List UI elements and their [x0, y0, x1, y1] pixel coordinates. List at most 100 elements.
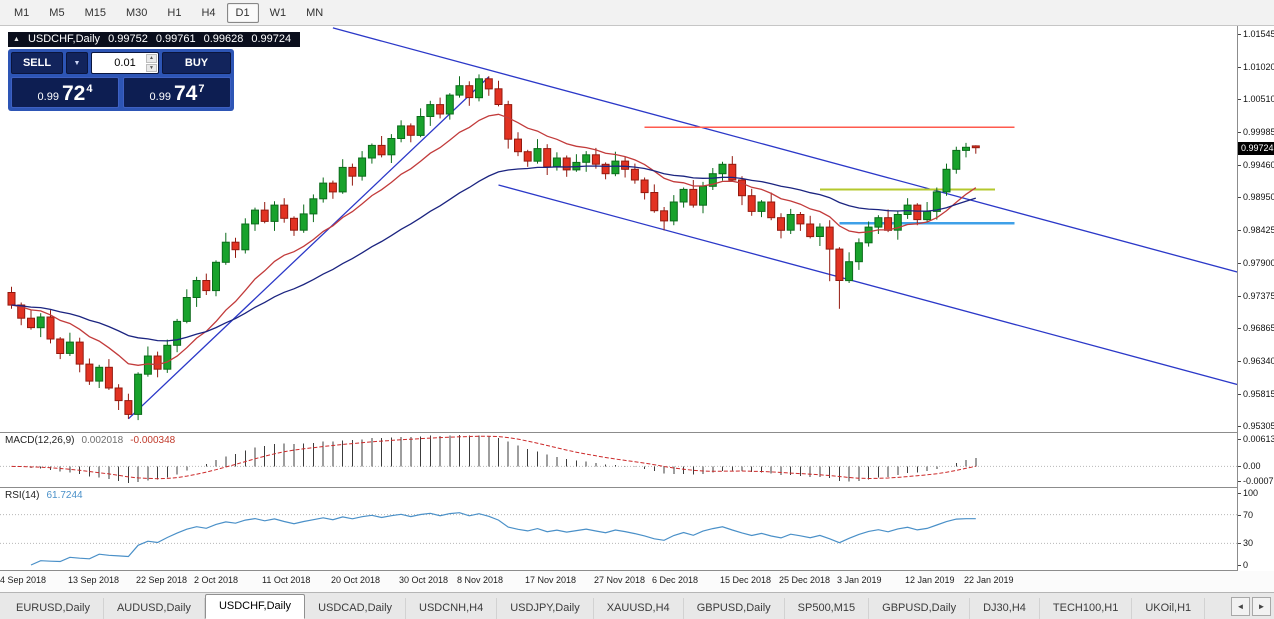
macd-label: MACD(12,26,9) 0.002018 -0.000348 — [5, 435, 175, 446]
order-type-dropdown[interactable]: ▼ — [66, 52, 88, 74]
macd-main-value: 0.002018 — [81, 435, 124, 446]
axis-tick — [1238, 67, 1241, 68]
sell-price-main: 72 — [61, 82, 86, 105]
price-axis-label: 1.01545 — [1243, 29, 1274, 39]
tab-dj30-h4[interactable]: DJ30,H4 — [970, 598, 1040, 619]
scroll-left-button[interactable]: ◄ — [1231, 597, 1250, 616]
buy-price-main: 74 — [173, 82, 198, 105]
timeframe-button-m5[interactable]: M5 — [49, 6, 65, 19]
trade-controls-row: SELL ▼ ▲ ▼ BUY — [11, 52, 231, 74]
current-price-tag: 0.99724 — [1238, 142, 1274, 155]
tab-ukoil-h1[interactable]: UKOil,H1 — [1132, 598, 1206, 619]
macd-axis-label: 0.006137 — [1243, 434, 1274, 444]
price-axis-label: 0.96340 — [1243, 356, 1274, 366]
chart-tab-bar: EURUSD,Daily AUDUSD,Daily USDCHF,Daily USDC… — [0, 592, 1274, 619]
axis-tick — [1238, 34, 1241, 35]
timeframe-button-m1[interactable]: M1 — [14, 6, 30, 19]
price-axis-label: 0.98950 — [1243, 192, 1274, 202]
tab-usdcnh-h4[interactable]: USDCNH,H4 — [406, 598, 498, 619]
price-axis-label: 1.01020 — [1243, 62, 1274, 72]
rsi-axis-label: 100 — [1243, 488, 1259, 498]
axis-tick — [1238, 493, 1241, 494]
candles — [7, 74, 980, 421]
time-axis-label: 30 Oct 2018 — [399, 575, 449, 585]
sell-price-prefix: 0.99 — [37, 91, 59, 103]
axis-tick — [1238, 263, 1241, 264]
one-click-trading-panel: SELL ▼ ▲ ▼ BUY 0.99 72 4 0.9 — [8, 49, 234, 111]
time-axis-label: 20 Oct 2018 — [331, 575, 381, 585]
time-axis-label: 25 Dec 2018 — [779, 575, 831, 585]
axis-tick — [1238, 543, 1241, 544]
rsi-axis-label: 70 — [1243, 510, 1254, 520]
tab-usdjpy-daily[interactable]: USDJPY,Daily — [497, 598, 594, 619]
stepper-up-icon[interactable]: ▲ — [146, 54, 157, 63]
timeframe-button-m30[interactable]: M30 — [125, 6, 148, 19]
tab-tech100-h1[interactable]: TECH100,H1 — [1040, 598, 1133, 619]
timeframe-button-h4[interactable]: H4 — [201, 6, 216, 19]
time-axis-label: 3 Jan 2019 — [837, 575, 882, 585]
sell-price-display[interactable]: 0.99 72 4 — [11, 77, 119, 108]
macd-name: MACD(12,26,9) — [5, 435, 75, 446]
main-chart-panel: ▲ USDCHF,Daily 0.99752 0.99761 0.99628 0… — [0, 26, 1274, 433]
trendlines — [127, 27, 1237, 420]
scroll-right-button[interactable]: ► — [1252, 597, 1271, 616]
chart-title-bar: ▲ USDCHF,Daily 0.99752 0.99761 0.99628 0… — [8, 32, 301, 47]
tab-gbpusd-daily[interactable]: GBPUSD,Daily — [684, 598, 785, 619]
price-axis-label: 0.95815 — [1243, 389, 1274, 399]
axis-tick — [1238, 515, 1241, 516]
tab-usdchf-daily[interactable]: USDCHF,Daily — [204, 594, 306, 619]
timeframe-button-h1[interactable]: H1 — [167, 6, 182, 19]
macd-chart-canvas[interactable] — [0, 433, 1237, 487]
lot-stepper: ▲ ▼ — [146, 54, 157, 72]
lot-size-field: ▲ ▼ — [91, 52, 159, 74]
time-axis-label: 15 Dec 2018 — [720, 575, 772, 585]
price-axis-label: 0.97900 — [1243, 258, 1274, 268]
sell-button[interactable]: SELL — [11, 52, 63, 74]
time-axis-label: 27 Nov 2018 — [594, 575, 646, 585]
buy-price-display[interactable]: 0.99 74 7 — [123, 77, 231, 108]
axis-tick — [1238, 565, 1241, 566]
buy-button[interactable]: BUY — [162, 52, 231, 74]
tab-gbpusd-daily[interactable]: GBPUSD,Daily — [869, 598, 971, 619]
trade-prices-row: 0.99 72 4 0.99 74 7 — [11, 77, 231, 108]
timeframe-button-mn[interactable]: MN — [306, 6, 324, 19]
time-axis-label: 6 Dec 2018 — [652, 575, 699, 585]
rsi-chart-canvas[interactable] — [0, 488, 1237, 570]
axis-tick — [1238, 426, 1241, 427]
tab-usdcad-daily[interactable]: USDCAD,Daily — [305, 598, 407, 619]
time-axis-label: 2 Oct 2018 — [194, 575, 239, 585]
timeframe-button-d1[interactable]: D1 — [226, 2, 259, 23]
price-axis[interactable]: 0.99724 1.01545 1.01020 1.00510 0.99985 0.99… — [1237, 26, 1274, 571]
macd-histogram — [20, 435, 977, 483]
axis-tick — [1238, 394, 1241, 395]
tab-scroll-buttons: ◄ ► — [1231, 597, 1271, 619]
moving-average-13 — [11, 113, 977, 366]
time-axis-label: 11 Oct 2018 — [262, 575, 311, 585]
macd-axis-label: 0.00 — [1243, 461, 1261, 471]
axis-tick — [1238, 439, 1241, 440]
chevron-down-icon: ▼ — [73, 59, 81, 67]
axis-tick — [1238, 197, 1241, 198]
buy-price-prefix: 0.99 — [149, 91, 171, 103]
lot-size-input[interactable] — [103, 57, 147, 69]
axis-tick — [1238, 361, 1241, 362]
timeframe-button-w1[interactable]: W1 — [269, 6, 287, 19]
ohlc-high: 0.99761 — [155, 33, 196, 45]
price-axis-label: 1.00510 — [1243, 94, 1274, 104]
price-axis-label: 0.99985 — [1243, 127, 1274, 137]
tab-audusd-daily[interactable]: AUDUSD,Daily — [104, 598, 205, 619]
rsi-axis-label: 0 — [1243, 560, 1249, 570]
timeframe-button-m15[interactable]: M15 — [84, 6, 106, 19]
stepper-down-icon[interactable]: ▼ — [146, 63, 157, 72]
axis-tick — [1238, 481, 1241, 482]
rsi-indicator-panel: RSI(14) 61.7244 — [0, 488, 1274, 571]
axis-tick — [1238, 165, 1241, 166]
moving-average-34 — [11, 165, 976, 342]
time-axis-label: 22 Jan 2019 — [964, 575, 1014, 585]
tab-sp500-m15[interactable]: SP500,M15 — [785, 598, 870, 619]
price-chart-canvas[interactable] — [0, 26, 1237, 432]
tab-eurusd-daily[interactable]: EURUSD,Daily — [3, 598, 104, 619]
time-axis[interactable]: 4 Sep 2018 13 Sep 2018 22 Sep 2018 2 Oct 20… — [0, 571, 1274, 592]
tab-xauusd-h4[interactable]: XAUUSD,H4 — [594, 598, 684, 619]
